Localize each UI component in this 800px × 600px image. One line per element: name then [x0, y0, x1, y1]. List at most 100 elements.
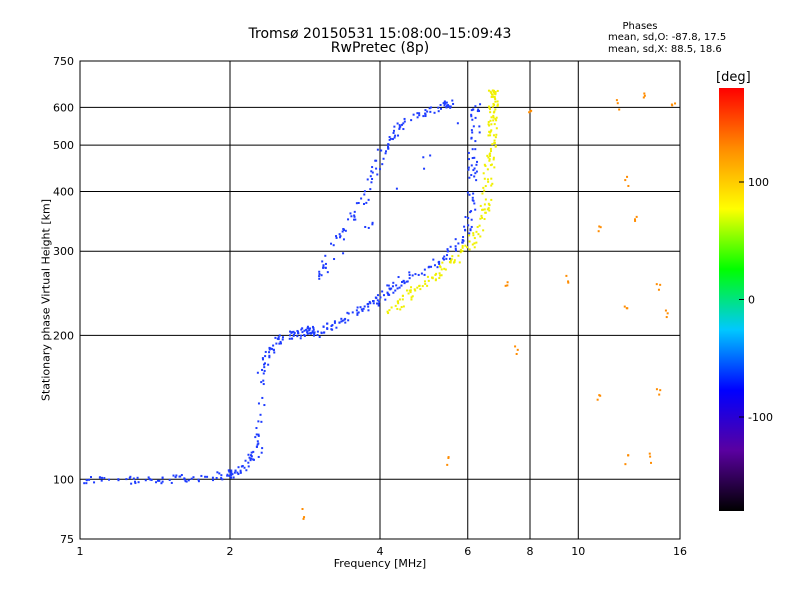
data-point — [393, 125, 396, 128]
data-point — [377, 304, 380, 307]
data-point — [408, 289, 411, 292]
data-point — [137, 481, 140, 484]
data-point — [494, 98, 497, 101]
data-point — [633, 218, 636, 221]
x-tick-label: 1 — [77, 545, 84, 558]
data-point — [490, 184, 493, 187]
chart-title: Tromsø 20150531 15:08:00–15:09:43 — [248, 26, 512, 42]
data-point — [483, 163, 486, 166]
data-point — [226, 473, 229, 476]
data-point — [85, 482, 88, 485]
data-point — [378, 168, 381, 171]
data-point — [372, 300, 375, 303]
data-point — [490, 163, 493, 166]
data-point — [489, 155, 492, 158]
data-point — [482, 229, 485, 232]
data-point — [367, 302, 370, 305]
data-point — [473, 167, 476, 170]
data-point — [370, 181, 373, 184]
data-point — [464, 228, 467, 231]
data-point — [474, 105, 477, 108]
data-point — [454, 247, 457, 250]
data-point — [88, 478, 91, 481]
data-point — [261, 357, 264, 360]
data-point — [402, 305, 405, 308]
data-point — [369, 175, 372, 178]
data-point — [360, 308, 363, 311]
data-point — [377, 302, 380, 305]
data-point — [353, 215, 356, 218]
data-point — [382, 157, 385, 160]
data-point — [330, 242, 333, 245]
data-point — [270, 347, 273, 350]
data-point — [426, 275, 429, 278]
data-point — [623, 305, 626, 308]
data-point — [493, 141, 496, 144]
data-point — [429, 154, 432, 157]
data-point — [487, 207, 490, 210]
data-point — [250, 451, 253, 454]
data-point — [410, 298, 413, 301]
data-point — [244, 459, 247, 462]
data-point — [496, 100, 499, 103]
data-point — [649, 455, 652, 458]
data-point — [475, 241, 478, 244]
data-point — [461, 241, 464, 244]
data-point — [125, 478, 128, 481]
data-point — [440, 268, 443, 271]
data-point — [347, 319, 350, 322]
data-point — [427, 279, 430, 282]
data-point — [472, 108, 475, 111]
data-point — [467, 168, 470, 171]
data-point — [239, 471, 242, 474]
data-point — [450, 258, 453, 261]
data-point — [322, 325, 325, 328]
data-point — [492, 156, 495, 159]
data-point — [492, 116, 495, 119]
data-point — [567, 280, 570, 283]
data-point — [332, 244, 335, 247]
data-point — [438, 277, 441, 280]
data-point — [461, 246, 464, 249]
data-point — [237, 473, 240, 476]
data-point — [506, 281, 509, 284]
data-point — [486, 154, 489, 157]
data-point — [493, 123, 496, 126]
data-point — [408, 277, 411, 280]
data-point — [344, 317, 347, 320]
data-point — [267, 363, 270, 366]
x-tick-label: 10 — [571, 545, 585, 558]
data-point — [229, 472, 232, 475]
data-point — [247, 465, 250, 468]
data-point — [423, 280, 426, 283]
data-point — [349, 212, 352, 215]
data-point — [264, 355, 267, 358]
data-point — [366, 178, 369, 181]
data-point — [273, 351, 276, 354]
data-point — [447, 456, 450, 459]
data-point — [484, 164, 487, 167]
data-point — [478, 110, 481, 113]
data-point — [129, 475, 132, 478]
data-point — [398, 286, 401, 289]
data-point — [357, 311, 360, 314]
data-point — [483, 218, 486, 221]
data-point — [477, 108, 480, 111]
data-point — [308, 329, 311, 332]
data-point — [324, 254, 327, 257]
data-point — [278, 334, 281, 337]
data-point — [357, 201, 360, 204]
data-point — [472, 199, 475, 202]
data-point — [302, 517, 305, 520]
data-point — [117, 479, 120, 482]
data-point — [184, 480, 187, 483]
data-point — [491, 105, 494, 108]
data-point — [459, 248, 462, 251]
data-point — [144, 479, 147, 482]
data-point — [468, 240, 471, 243]
data-point — [228, 470, 231, 473]
data-point — [261, 447, 264, 450]
data-point — [473, 175, 476, 178]
data-point — [420, 272, 423, 275]
data-point — [471, 131, 474, 134]
